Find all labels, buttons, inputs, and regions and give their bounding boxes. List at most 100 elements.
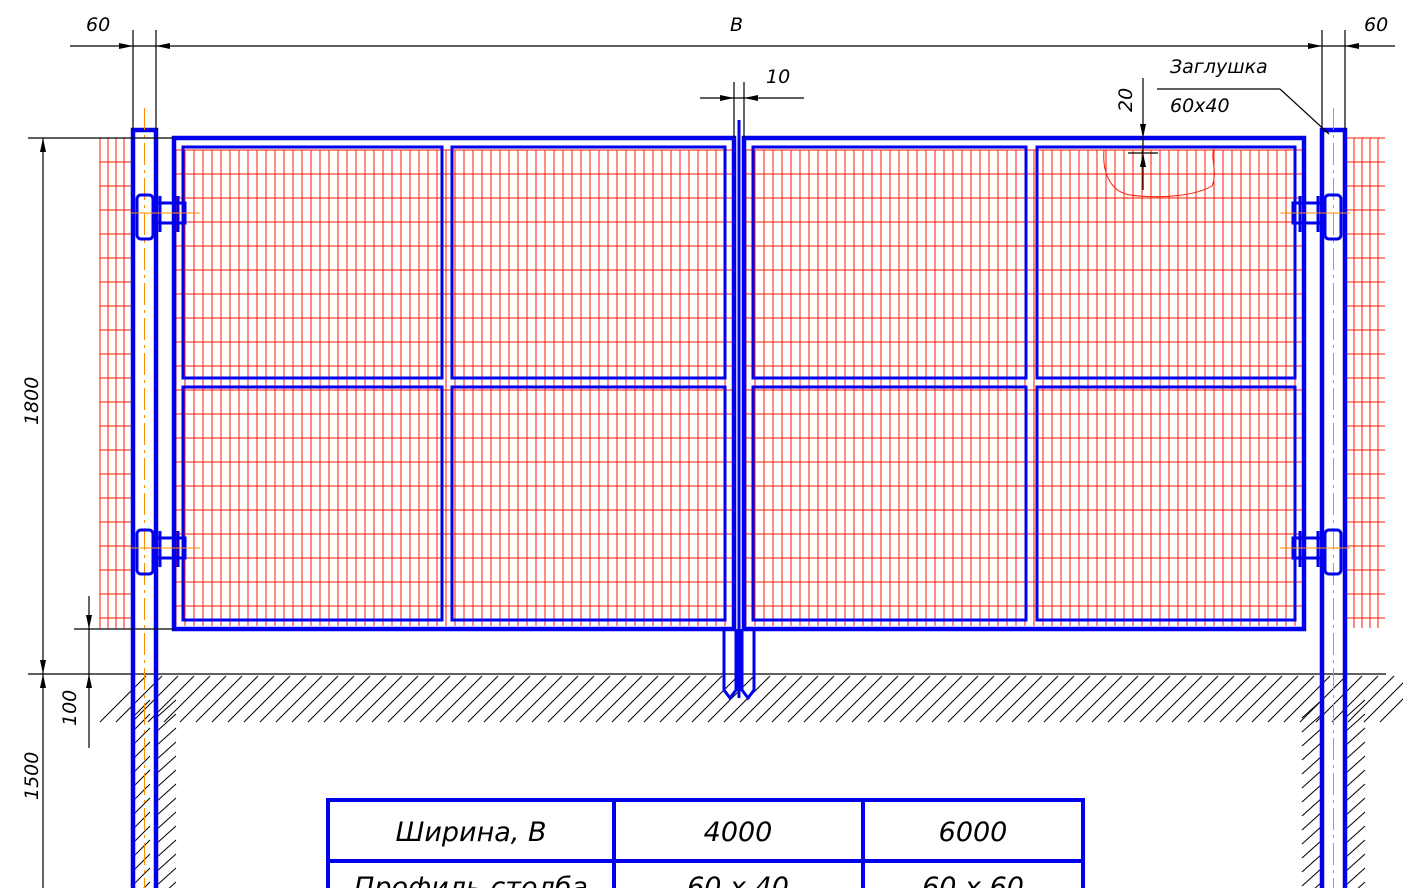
hatch-line (467, 675, 515, 723)
hatch-line (155, 867, 177, 887)
hatch-line (1344, 699, 1366, 719)
hatch-line (291, 675, 339, 723)
hatch-line (947, 675, 995, 723)
hatch-line (1123, 675, 1171, 723)
hatch-line (1301, 755, 1323, 775)
hatch-line (1301, 797, 1323, 817)
hatch-line (155, 797, 177, 817)
dim-height: 1800 (21, 377, 43, 425)
dim-width: B (730, 14, 743, 36)
ground-hatching (99, 675, 1403, 888)
hatch-line (515, 675, 563, 723)
hatch-line (155, 811, 177, 831)
hatch-line (835, 675, 883, 723)
dim-post-left: 60 (86, 14, 110, 36)
callout-name: Заглушка (1170, 56, 1268, 78)
hatch-line (143, 881, 151, 888)
hatch-line (1314, 881, 1323, 888)
hatch-line (1301, 741, 1323, 761)
hatch-line (1301, 825, 1323, 845)
hatch-line (1344, 727, 1366, 747)
hatch-line (1301, 699, 1323, 719)
post-right (1319, 108, 1348, 888)
hatch-line (675, 675, 723, 723)
hatch-line (883, 675, 931, 723)
dim-post-right: 60 (1364, 14, 1388, 36)
hatch-line (1344, 867, 1366, 887)
hatch-line (963, 675, 1011, 723)
size-table: Ширина, B 4000 6000 Профиль столба 60 x … (326, 798, 1085, 888)
hatch-line (155, 839, 177, 859)
hatch-line (739, 675, 787, 723)
hatch-line (1091, 675, 1139, 723)
hatch-line (451, 675, 499, 723)
hatch-line (595, 675, 643, 723)
hatch-line (211, 675, 259, 723)
hatch-line (1301, 839, 1323, 859)
hatch-line (531, 675, 579, 723)
hatch-line (1301, 853, 1323, 873)
hatch-line (867, 675, 915, 723)
hatch-line (1075, 675, 1123, 723)
hatch-line (355, 675, 403, 723)
hatch-line (1027, 675, 1075, 723)
callout-size: 60x40 (1170, 95, 1230, 117)
hatch-line (1235, 675, 1283, 723)
hatch-line (1107, 675, 1155, 723)
hatch-line (627, 675, 675, 723)
hatch-line (1203, 675, 1251, 723)
hatch-line (243, 675, 291, 723)
dim-depth: 1500 (21, 752, 43, 800)
hatch-line (1301, 727, 1323, 747)
hatch-line (1344, 741, 1366, 761)
hatch-line (1301, 783, 1323, 803)
hatch-line (1344, 797, 1366, 817)
gate-leaf-left (171, 135, 738, 701)
hatch-line (1344, 783, 1366, 803)
hatch-line (1301, 769, 1323, 789)
post-left (130, 108, 159, 888)
hatch-line (1139, 675, 1187, 723)
hatch-line (371, 675, 419, 723)
hatch-line (155, 783, 177, 803)
hatch-line (163, 675, 211, 723)
hatch-line (1344, 713, 1366, 733)
hatch-line (1171, 675, 1219, 723)
dimension-lines (28, 30, 1395, 888)
hinge-top-right (1280, 193, 1350, 241)
hatch-line (155, 727, 177, 747)
hatch-line (547, 675, 595, 723)
hatch-line (323, 675, 371, 723)
hatch-line (931, 675, 979, 723)
hatch-line (435, 675, 483, 723)
hatch-line (803, 675, 851, 723)
hatch-line (403, 675, 451, 723)
hatch-line (1059, 675, 1107, 723)
hatch-line (1043, 675, 1091, 723)
table-cell-profile-label: Профиль столба (354, 872, 588, 888)
hatch-line (275, 675, 323, 723)
hatch-line (155, 699, 177, 719)
hatch-line (155, 713, 177, 733)
hatch-line (819, 675, 867, 723)
hatch-line (155, 755, 177, 775)
hatch-line (259, 675, 307, 723)
hinges (130, 193, 1350, 576)
hatch-line (499, 675, 547, 723)
hatch-line (339, 675, 387, 723)
hatch-line (387, 675, 435, 723)
hatch-line (168, 881, 177, 888)
hatch-line (611, 675, 659, 723)
hatch-line (1344, 825, 1366, 845)
table-cell-profile-4000: 60 x 40 (687, 872, 789, 888)
table-cell-width-label: Ширина, B (396, 817, 547, 848)
hatch-line (1344, 839, 1366, 859)
hatch-line (155, 825, 177, 845)
hatch-line (1219, 675, 1267, 723)
hatch-line (307, 675, 355, 723)
hatch-line (1155, 675, 1203, 723)
hatch-line (979, 675, 1027, 723)
hatch-line (1344, 755, 1366, 775)
hatch-line (1301, 867, 1323, 887)
hatch-line (1344, 811, 1366, 831)
